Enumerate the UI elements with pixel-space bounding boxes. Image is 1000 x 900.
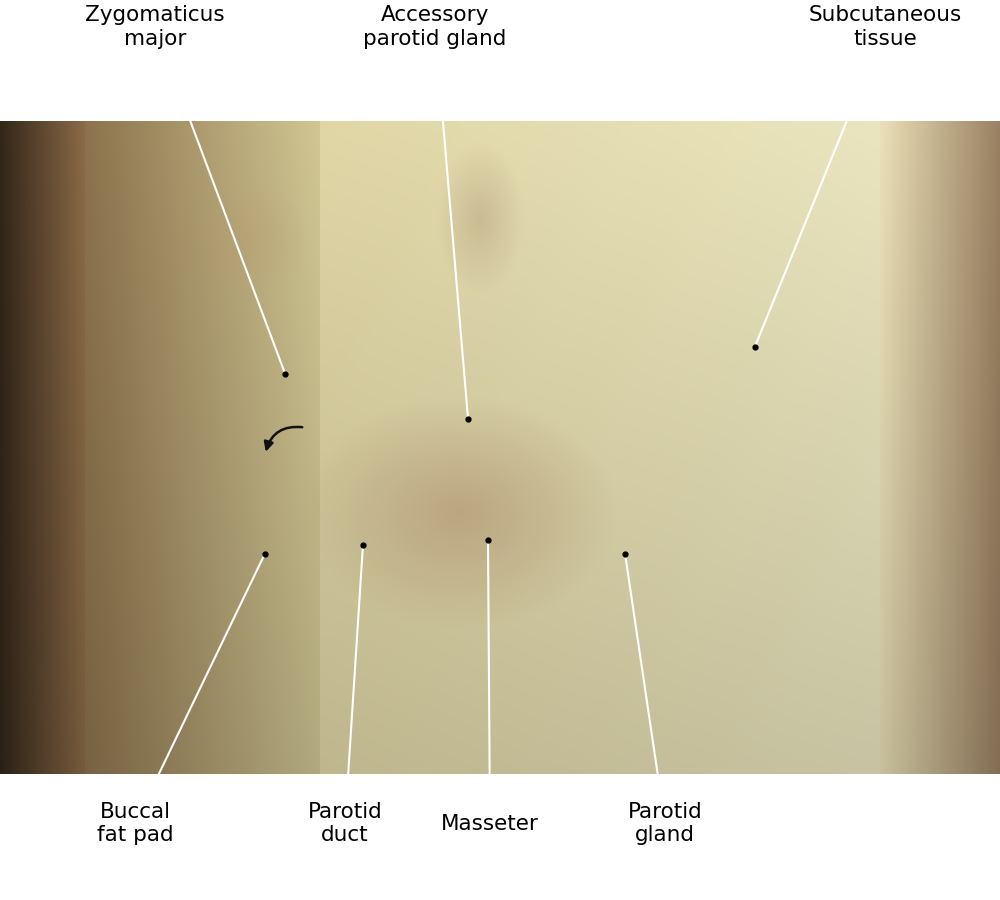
Text: Subcutaneous
tissue: Subcutaneous tissue (808, 5, 962, 49)
Text: Parotid
duct: Parotid duct (308, 802, 382, 845)
Text: Accessory
parotid gland: Accessory parotid gland (363, 5, 507, 49)
FancyArrowPatch shape (265, 427, 302, 449)
Text: Masseter: Masseter (441, 814, 539, 833)
Text: Parotid
gland: Parotid gland (628, 802, 702, 845)
Text: Buccal
fat pad: Buccal fat pad (97, 802, 173, 845)
Text: Zygomaticus
major: Zygomaticus major (85, 5, 225, 49)
